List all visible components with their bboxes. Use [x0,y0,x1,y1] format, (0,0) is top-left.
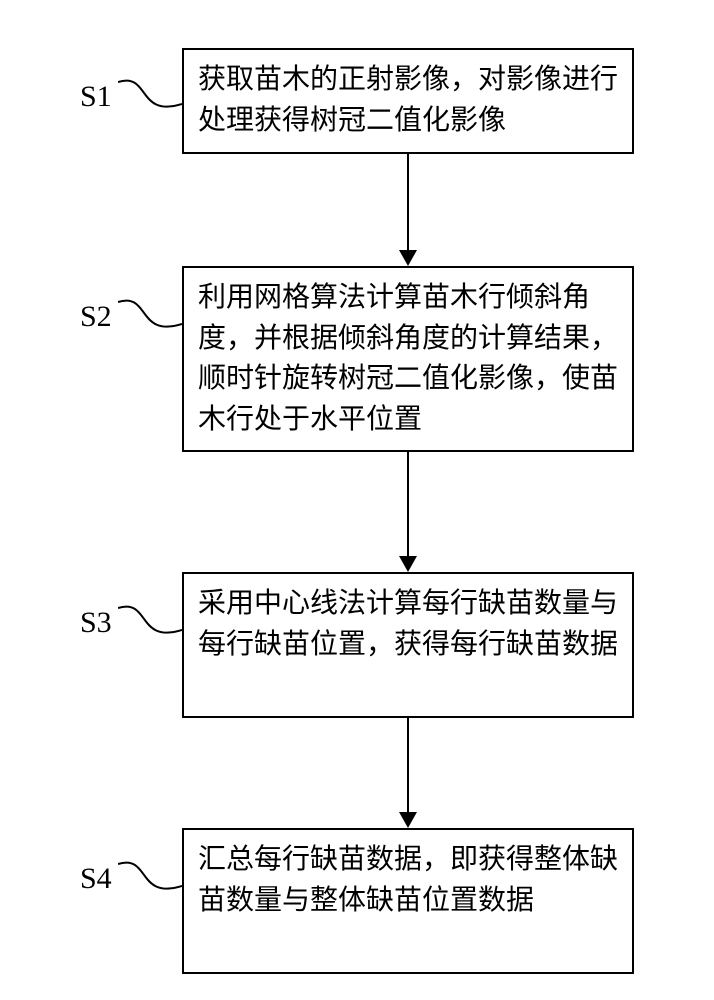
arrow-s1-s2 [388,154,428,266]
label-connector-s3 [118,592,182,652]
arrow-s2-s3 [388,452,428,572]
step-text-s4: 汇总每行缺苗数据，即获得整体缺苗数量与整体缺苗位置数据 [198,840,618,921]
step-text-s3: 采用中心线法计算每行缺苗数量与每行缺苗位置，获得每行缺苗数据 [198,584,618,665]
step-label-s4: S4 [80,862,112,896]
step-box-s4: 汇总每行缺苗数据，即获得整体缺苗数量与整体缺苗位置数据 [182,828,634,974]
step-text-s2: 利用网格算法计算苗木行倾斜角度，并根据倾斜角度的计算结果，顺时针旋转树冠二值化影… [198,278,618,440]
step-box-s1: 获取苗木的正射影像，对影像进行处理获得树冠二值化影像 [182,48,634,154]
label-connector-s1 [118,66,182,126]
step-box-s2: 利用网格算法计算苗木行倾斜角度，并根据倾斜角度的计算结果，顺时针旋转树冠二值化影… [182,266,634,452]
arrow-s3-s4 [388,718,428,828]
step-text-s1: 获取苗木的正射影像，对影像进行处理获得树冠二值化影像 [198,60,618,141]
step-label-s1: S1 [80,80,112,114]
flowchart-canvas: 获取苗木的正射影像，对影像进行处理获得树冠二值化影像 S1 利用网格算法计算苗木行倾… [0,0,714,1000]
label-connector-s4 [118,848,182,908]
step-label-s3: S3 [80,606,112,640]
step-label-s2: S2 [80,300,112,334]
label-connector-s2 [118,286,182,346]
step-box-s3: 采用中心线法计算每行缺苗数量与每行缺苗位置，获得每行缺苗数据 [182,572,634,718]
